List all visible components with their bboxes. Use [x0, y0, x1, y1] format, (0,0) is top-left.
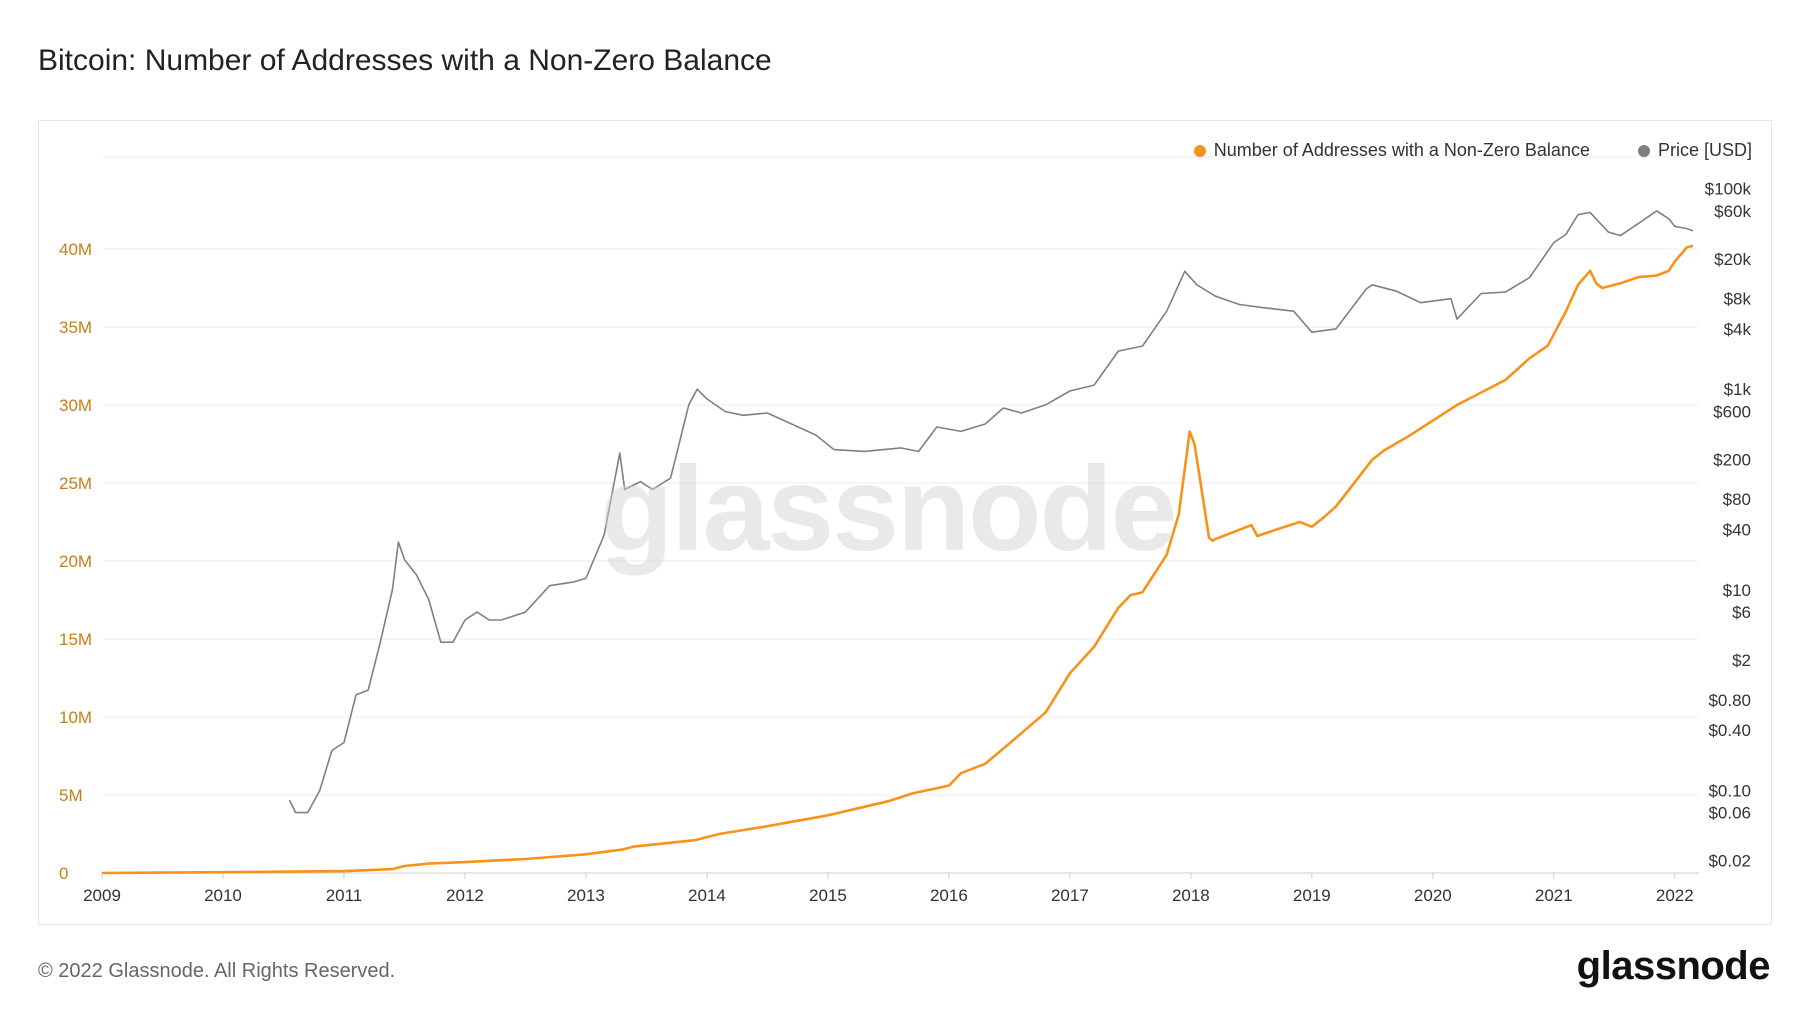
y-right-tick-label: $2 [1732, 651, 1751, 670]
x-tick-label: 2019 [1293, 886, 1331, 905]
chart: 0 5M 10M 15M 20M 25M 30M 35M 40M $0.02 $0.06 $0.10 $… [59, 156, 1752, 905]
y-right-tick-label: $0.10 [1708, 781, 1751, 800]
y-right-tick-label: $100k [1705, 180, 1752, 199]
glassnode-logo[interactable]: glassnode [1576, 944, 1771, 988]
x-tick-label: 2022 [1656, 886, 1694, 905]
y-right-tick-label: $10 [1723, 581, 1751, 600]
chart-panel: 0 5M 10M 15M 20M 25M 30M 35M 40M $0.02 $0.06 $0.10 $… [38, 120, 1772, 925]
legend-label-price: Price [USD] [1657, 140, 1752, 160]
y-left-tick-label: 25M [59, 474, 92, 493]
y-right-tick-label: $80 [1723, 490, 1751, 509]
legend-item-addresses[interactable]: Number of Addresses with a Non-Zero Bala… [1193, 140, 1590, 161]
y-right-tick-label: $0.06 [1708, 804, 1751, 823]
y-right-tick-label: $200 [1713, 450, 1751, 469]
copyright-text: © 2022 Glassnode. All Rights Reserved. [38, 960, 396, 982]
y-left-tick-label: 15M [59, 630, 92, 649]
y-left-tick-label: 20M [59, 552, 92, 571]
x-tick-label: 2013 [567, 886, 605, 905]
addresses-legend-dot [1193, 144, 1206, 157]
page-title: Bitcoin: Number of Addresses with a Non-… [38, 44, 772, 77]
addresses-line [101, 244, 1694, 875]
y-right-tick-label: $0.02 [1708, 851, 1751, 870]
y-right-tick-label: $1k [1724, 380, 1752, 399]
y-right-tick-label: $8k [1724, 290, 1752, 309]
x-tick-label: 2014 [688, 886, 726, 905]
x-tick-label: 2010 [204, 886, 242, 905]
y-right-tick-label: $0.40 [1708, 721, 1751, 740]
y-right-tick-label: $0.80 [1708, 691, 1751, 710]
x-tick-label: 2015 [809, 886, 847, 905]
x-tick-label: 2009 [83, 886, 121, 905]
legend-item-price[interactable]: Price [USD] [1637, 140, 1752, 161]
y-right-tick-label: $600 [1713, 402, 1751, 421]
y-right-tick-label: $40 [1723, 520, 1751, 539]
y-right-tick-label: $6 [1732, 603, 1751, 622]
y-left-tick-label: 10M [59, 708, 92, 727]
x-tick-label: 2020 [1414, 886, 1452, 905]
x-tick-label: 2011 [326, 886, 363, 905]
x-tick-label: 2016 [930, 886, 968, 905]
y-left-tick-label: 35M [59, 318, 92, 337]
x-tick-label: 2018 [1172, 886, 1210, 905]
x-tick-label: 2012 [446, 886, 484, 905]
y-right-tick-label: $60k [1714, 202, 1751, 221]
legend-label-addresses: Number of Addresses with a Non-Zero Bala… [1213, 140, 1590, 160]
y-left-tick-label: 0 [59, 864, 68, 883]
y-left-tick-label: 5M [59, 786, 83, 805]
y-right-tick-label: $20k [1714, 250, 1751, 269]
price-line [288, 210, 1694, 814]
x-tick-label: 2017 [1051, 886, 1089, 905]
chart-legend: Number of Addresses with a Non-Zero Bala… [1193, 140, 1752, 161]
y-right-tick-label: $4k [1724, 320, 1752, 339]
price-legend-dot [1637, 144, 1650, 157]
x-tick-label: 2021 [1535, 886, 1573, 905]
y-left-tick-label: 40M [59, 240, 92, 259]
y-left-tick-label: 30M [59, 396, 92, 415]
